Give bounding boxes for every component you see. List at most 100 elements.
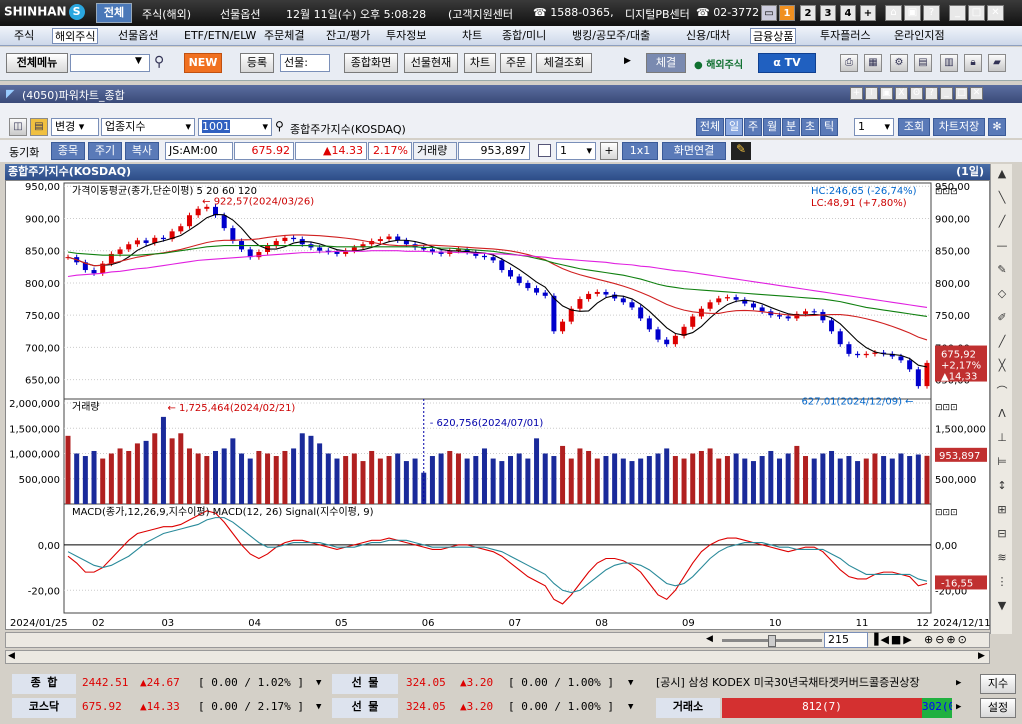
draw-tool-12-icon[interactable]: ⊨ [997, 455, 1007, 468]
all-menu-button[interactable]: 전체메뉴 [6, 53, 68, 73]
futures-dropdown-icon[interactable]: ▼ [628, 678, 634, 688]
count-input[interactable]: 1 ▾ [854, 118, 894, 136]
sync-item-button[interactable]: 종목 [51, 142, 85, 160]
futures-status-button[interactable]: 선물현재 [404, 53, 458, 73]
print-icon[interactable]: ⎙ [840, 54, 858, 72]
chart-save-button[interactable]: 차트저장 [933, 118, 985, 136]
bar-count-input[interactable]: 215 [824, 632, 868, 648]
menu-item-2[interactable]: 선물옵션 [118, 29, 159, 42]
code-search-icon[interactable]: ⚲ [275, 119, 284, 133]
win-maximize-icon[interactable]: □ [955, 87, 968, 100]
period-tab-2[interactable]: 주 [744, 118, 762, 136]
menu-item-10[interactable]: 신용/대차 [686, 29, 731, 42]
draw-tool-0-icon[interactable]: ▲ [997, 167, 1007, 180]
info-icon[interactable]: ? [925, 87, 938, 100]
menu-item-5[interactable]: 잔고/평가 [326, 29, 371, 42]
index-button[interactable]: 지수 [980, 674, 1016, 694]
kospi-dropdown-icon[interactable]: ▼ [316, 678, 322, 688]
page-4[interactable]: 4 [840, 5, 856, 21]
draw-tool-2-icon[interactable]: ╱ [998, 215, 1006, 228]
draw-tool-10-icon[interactable]: Λ [998, 407, 1006, 420]
settings-icon[interactable]: ✻ [988, 118, 1006, 136]
nav-play-controls[interactable]: ▐◀■▶ [870, 633, 914, 646]
overlay-count[interactable]: 1 ▾ [556, 142, 596, 160]
setting-button[interactable]: 설정 [980, 698, 1016, 718]
futures-select[interactable]: 선물: [280, 54, 330, 72]
order-button[interactable]: 주문 [500, 53, 532, 73]
period-tab-0[interactable]: 전체 [696, 118, 724, 136]
page-1[interactable]: 1 [779, 5, 795, 21]
link-icon[interactable]: ʘ [910, 87, 923, 100]
home-icon[interactable]: ⌂ [885, 5, 902, 21]
screen-link-button[interactable]: 화면연결 [662, 142, 726, 160]
minimize-icon[interactable]: _ [949, 5, 966, 21]
lock-icon[interactable]: ▣ [904, 5, 921, 21]
chevron-right-icon[interactable]: ▶ [624, 56, 631, 66]
maximize-icon[interactable]: □ [968, 5, 985, 21]
menu-item-9[interactable]: 뱅킹/공모주/대출 [572, 29, 651, 42]
layout-icon[interactable]: ▥ [940, 54, 958, 72]
overseas-stock-link[interactable]: ● 해외주식 [694, 60, 744, 71]
close-icon[interactable]: ✕ [987, 5, 1004, 21]
draw-tool-16-icon[interactable]: ≋ [997, 551, 1007, 564]
menu-item-11[interactable]: 금융상품 [750, 28, 797, 44]
page-3[interactable]: 3 [820, 5, 836, 21]
toggle-icon[interactable]: ◫ [9, 118, 27, 136]
draw-tool-11-icon[interactable]: ⊥ [997, 431, 1007, 444]
menu-item-12[interactable]: 투자플러스 [820, 29, 871, 42]
horizontal-scrollbar[interactable]: ◀ ▶ [5, 650, 990, 664]
draw-tool-14-icon[interactable]: ⊞ [997, 503, 1007, 516]
code-input[interactable]: 1001 ▾ [198, 118, 272, 136]
title-futures[interactable]: 선물옵션 [220, 8, 261, 21]
draw-tool-13-icon[interactable]: ↕ [997, 479, 1007, 492]
notice-ticker[interactable]: [공시] 삼성 KODEX 미국30년국채타겟커버드콜증권상장 [656, 676, 920, 689]
copy-button[interactable]: 복사 [125, 142, 159, 160]
draw-tool-15-icon[interactable]: ⊟ [997, 527, 1007, 540]
page-add[interactable]: + [860, 5, 876, 21]
title-overseas[interactable]: 주식(해외) [142, 8, 192, 21]
monitor-icon[interactable]: ▭ [761, 5, 777, 21]
tab-all[interactable]: 전체 [96, 3, 132, 23]
lookup-button[interactable]: 조회 [898, 118, 930, 136]
sector-select[interactable]: 업종지수 ▾ [101, 118, 195, 136]
menu-search-input[interactable] [70, 54, 150, 72]
draw-tool-17-icon[interactable]: ⋮ [996, 575, 1008, 588]
scroll-left-icon[interactable]: ◀ [706, 634, 713, 644]
tv-button[interactable]: α TV [758, 53, 816, 73]
menu-item-0[interactable]: 주식 [14, 29, 35, 42]
add-icon[interactable]: + [600, 142, 618, 160]
chevron-down-icon[interactable]: ▼ [135, 56, 142, 66]
page-2[interactable]: 2 [800, 5, 816, 21]
screen-toggle-icon[interactable]: ▤ [30, 118, 48, 136]
draw-tool-5-icon[interactable]: ◇ [997, 287, 1007, 300]
zoom-slider-handle[interactable] [768, 635, 776, 647]
menu-item-4[interactable]: 주문체결 [264, 29, 305, 42]
lock-small-icon[interactable]: 🔒︎ [964, 54, 982, 72]
fill-query-button[interactable]: 체결조회 [536, 53, 592, 73]
win-close-icon[interactable]: ✕ [970, 87, 983, 100]
draw-tool-1-icon[interactable]: ╲ [998, 191, 1006, 204]
window-icon[interactable]: ▤ [914, 54, 932, 72]
gear-icon[interactable]: ⚙ [890, 54, 908, 72]
register-button[interactable]: 등록 [240, 53, 274, 73]
menu-item-3[interactable]: ETF/ETN/ELW [184, 29, 257, 42]
help-icon[interactable]: ? [923, 5, 940, 21]
sync-cycle-button[interactable]: 주기 [88, 142, 122, 160]
notice-expand-icon[interactable]: ▶ [956, 678, 962, 688]
draw-tool-7-icon[interactable]: ╱ [998, 335, 1006, 348]
win-minimize-icon[interactable]: _ [940, 87, 953, 100]
chart-area[interactable]: 950,00 950,00 900,00 900,00 850,00 850,00 800,… [5, 180, 991, 630]
draw-tool-18-icon[interactable]: ▼ [997, 599, 1007, 612]
pen-icon[interactable]: ✎ [731, 142, 751, 160]
new-button[interactable]: NEW [184, 53, 222, 73]
draw-tool-9-icon[interactable]: ⌒ [996, 385, 1008, 398]
screen-icon[interactable]: ▣ [880, 87, 893, 100]
scroll-left-arrow-icon[interactable]: ◀ [8, 651, 15, 661]
pin-icon[interactable]: ⊤ [865, 87, 878, 100]
zoom-icons[interactable]: ⊕⊖⊕⊙ [924, 633, 969, 646]
change-select[interactable]: 변경 ▾ [51, 118, 99, 136]
folder-icon[interactable]: ▰ [988, 54, 1006, 72]
draw-tool-8-icon[interactable]: ╳ [998, 359, 1006, 372]
exchange-expand-icon[interactable]: ▶ [956, 702, 962, 712]
menu-item-13[interactable]: 온라인지점 [894, 29, 945, 42]
